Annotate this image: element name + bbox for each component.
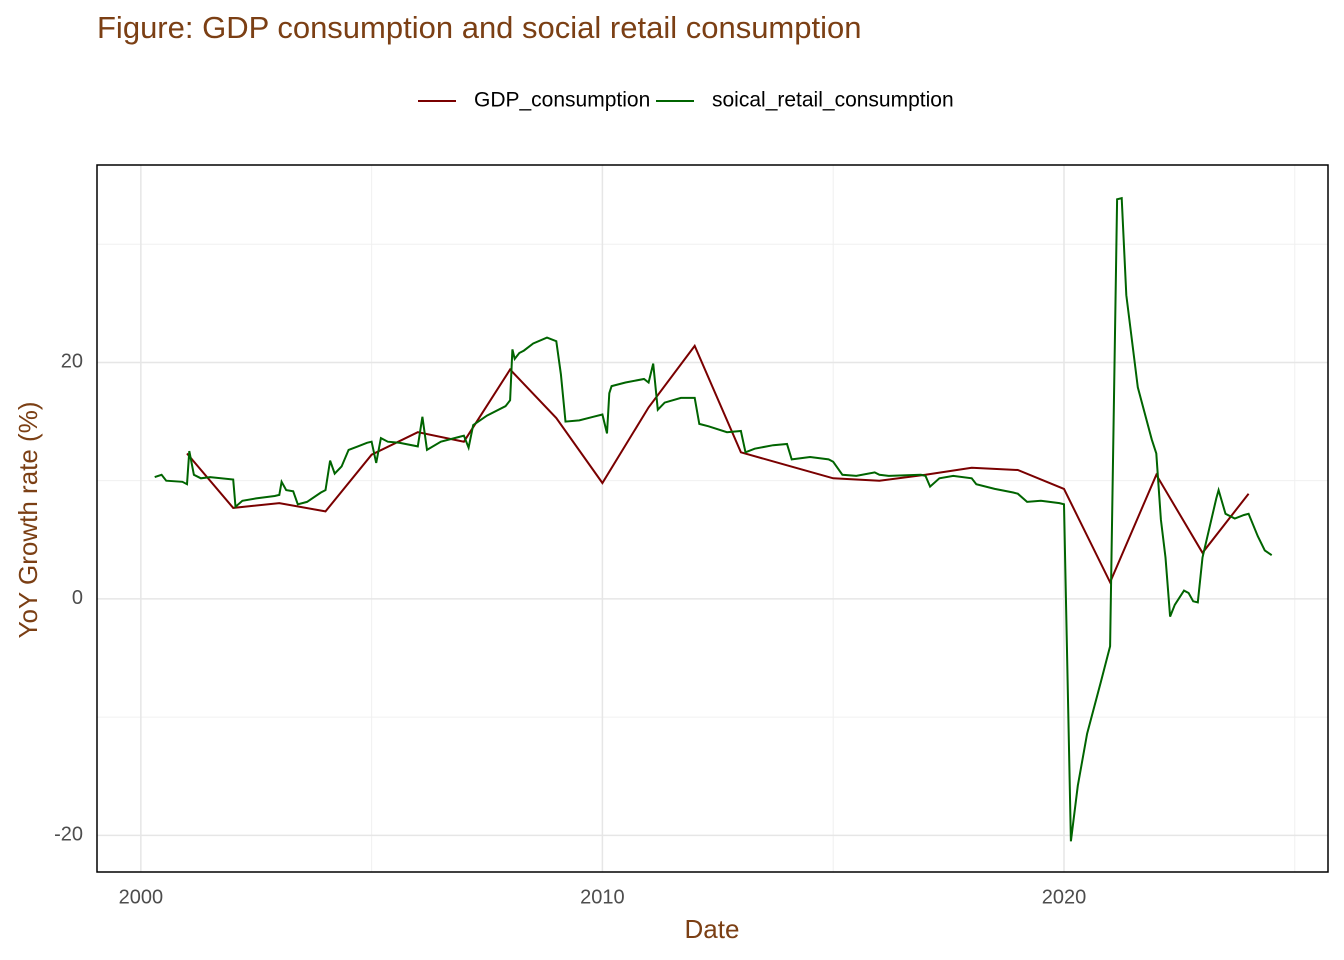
series-line [186, 343, 1250, 585]
x-axis-label: Date [685, 914, 740, 944]
chart-title: Figure: GDP consumption and social retai… [97, 10, 861, 45]
series-line [154, 196, 1273, 842]
y-tick-label: 0 [72, 587, 83, 609]
x-tick-label: 2000 [119, 886, 164, 908]
y-axis-label: YoY Growth rate (%) [13, 402, 43, 639]
y-tick-label: 20 [61, 351, 83, 373]
legend-label: soical_retail_consumption [712, 89, 954, 112]
y-tick-label: -20 [54, 824, 83, 846]
x-tick-label: 2010 [580, 886, 625, 908]
legend-label: GDP_consumption [474, 89, 650, 112]
panel-border [96, 164, 1329, 873]
x-tick-label: 2020 [1042, 886, 1087, 908]
